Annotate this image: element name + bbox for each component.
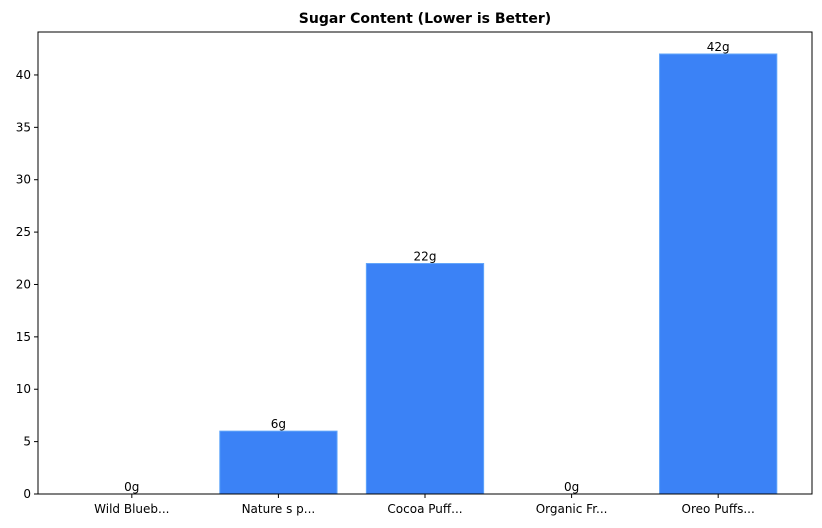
plot-frame (37, 31, 813, 495)
y-tick-label: 40 (16, 68, 31, 82)
chart-title: Sugar Content (Lower is Better) (299, 11, 551, 27)
bar (219, 430, 338, 495)
x-tick-label: Cocoa Puff... (387, 502, 462, 516)
y-tick-label: 25 (16, 225, 31, 239)
bar (659, 53, 778, 495)
y-tick-label: 30 (16, 173, 31, 187)
y-axis: 0 5 10 15 20 25 30 35 40 (16, 68, 38, 501)
y-tick-label: 5 (23, 435, 31, 449)
y-tick-label: 20 (16, 277, 31, 291)
y-tick-label: 0 (23, 487, 31, 501)
x-axis: Wild Blueb... Nature s p... Cocoa Puff... O… (94, 494, 755, 516)
bar-value-label: 6g (271, 417, 286, 431)
y-tick-label: 10 (16, 382, 31, 396)
x-tick-label: Wild Blueb... (94, 502, 169, 516)
x-tick-label: Organic Fr... (536, 502, 608, 516)
bar-value-label: 42g (707, 40, 730, 54)
bar (365, 263, 485, 495)
bars-group: 0g 6g 22g 0g 42g (124, 40, 778, 495)
x-tick-label: Oreo Puffs... (682, 502, 755, 516)
bar-value-label: 0g (564, 480, 579, 494)
y-tick-label: 15 (16, 330, 31, 344)
bar-value-label: 0g (124, 480, 139, 494)
x-tick-label: Nature s p... (242, 502, 316, 516)
y-tick-label: 35 (16, 120, 31, 134)
bar-value-label: 22g (414, 250, 437, 264)
